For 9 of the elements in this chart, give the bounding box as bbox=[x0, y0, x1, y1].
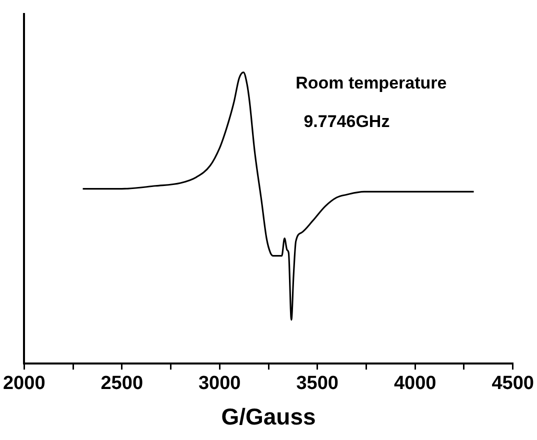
x-tick-label: 3000 bbox=[198, 373, 241, 394]
x-tick-label: 2000 bbox=[2, 373, 46, 394]
x-axis-title: G/Gauss bbox=[221, 404, 316, 430]
x-tick-label: 3500 bbox=[296, 373, 339, 394]
x-tick-label: 4000 bbox=[394, 373, 436, 394]
x-tick-label: 4500 bbox=[492, 373, 534, 394]
annotation: Room temperature bbox=[296, 74, 447, 93]
x-tick-label: 2500 bbox=[100, 373, 144, 394]
annotation: 9.7746GHz bbox=[304, 112, 390, 132]
